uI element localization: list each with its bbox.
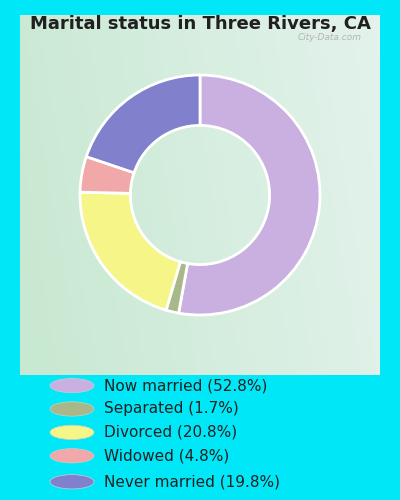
Circle shape <box>50 448 94 463</box>
Text: Marital status in Three Rivers, CA: Marital status in Three Rivers, CA <box>30 14 370 32</box>
Wedge shape <box>86 75 200 172</box>
Circle shape <box>50 378 94 393</box>
Circle shape <box>50 474 94 489</box>
Wedge shape <box>166 262 188 313</box>
Wedge shape <box>80 156 134 194</box>
Text: City-Data.com: City-Data.com <box>298 33 362 42</box>
Text: Separated (1.7%): Separated (1.7%) <box>104 402 239 416</box>
Text: Widowed (4.8%): Widowed (4.8%) <box>104 448 229 464</box>
Circle shape <box>50 402 94 416</box>
Text: Divorced (20.8%): Divorced (20.8%) <box>104 425 237 440</box>
Text: Never married (19.8%): Never married (19.8%) <box>104 474 280 490</box>
Wedge shape <box>179 75 320 315</box>
Circle shape <box>50 425 94 440</box>
Text: Now married (52.8%): Now married (52.8%) <box>104 378 267 393</box>
Wedge shape <box>80 192 180 310</box>
